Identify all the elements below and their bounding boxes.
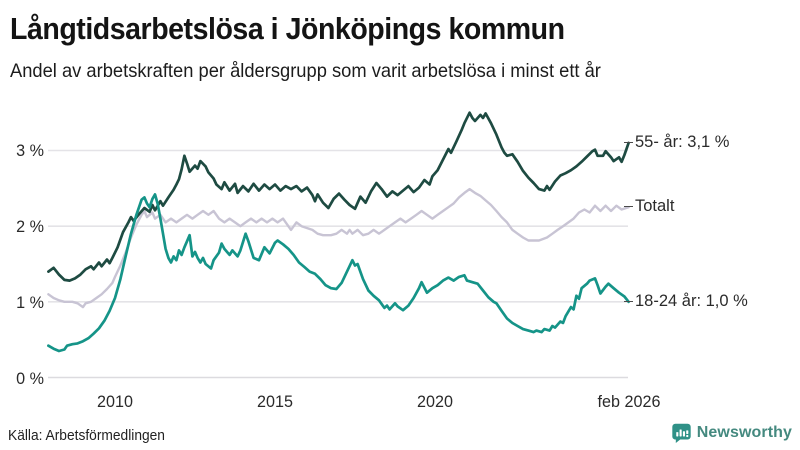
series-line-18-24 år: [47, 193, 630, 353]
label-connector: [624, 300, 633, 302]
page-title: Långtidsarbetslösa i Jönköpings kommun: [10, 11, 565, 46]
newsworthy-logo[interactable]: Newsworthy: [671, 422, 792, 443]
series-label-55-plus: 55- år: 3,1 %: [624, 132, 729, 153]
y-axis-tick-label: 2 %: [16, 217, 44, 237]
series-label-18-24: 18-24 år: 1,0 %: [624, 291, 748, 312]
bar-chart-badge-icon: [672, 423, 691, 443]
x-axis-tick-label: feb 2026: [597, 392, 661, 411]
x-axis-tick-label: 2020: [417, 392, 453, 411]
y-axis-tick-label: 3 %: [16, 141, 44, 161]
source-attribution: Källa: Arbetsförmedlingen: [8, 428, 165, 444]
brand-name: Newsworthy: [696, 423, 792, 441]
series-label-text: 55- år: 3,1 %: [635, 132, 730, 151]
series-label-text: Totalt: [635, 197, 675, 216]
y-axis-tick-label: 1 %: [16, 292, 44, 312]
x-axis-tick-label: 2015: [257, 392, 293, 411]
label-connector: [624, 206, 633, 208]
label-connector: [624, 141, 633, 143]
x-axis-tick-label: 2010: [97, 392, 133, 411]
series-line-55- år: [47, 111, 630, 282]
chart-subtitle: Andel av arbetskraften per åldersgrupp s…: [10, 60, 601, 82]
series-label-text: 18-24 år: 1,0 %: [635, 291, 748, 310]
series-line-Totalt: [47, 187, 630, 309]
series-label-totalt: Totalt: [624, 196, 674, 217]
y-axis-tick-label: 0 %: [16, 368, 44, 388]
